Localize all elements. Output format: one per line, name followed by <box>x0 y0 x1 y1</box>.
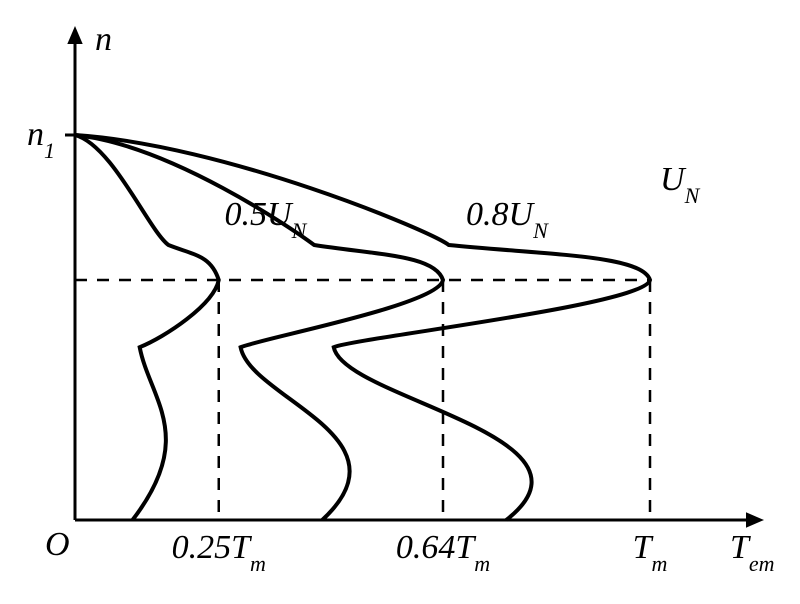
svg-text:UN: UN <box>660 161 701 208</box>
svg-text:0.25Tm: 0.25Tm <box>172 529 266 576</box>
svg-text:0.8UN: 0.8UN <box>466 196 549 243</box>
motor-nT-characteristic-diagram: 0.25Tm 0.5UN 0.64Tm 0.8UN Tm UN n n1 O Tem <box>0 0 800 604</box>
svg-text:0.5UN: 0.5UN <box>225 196 308 243</box>
svg-text:n: n <box>95 21 112 58</box>
svg-text:O: O <box>45 526 70 563</box>
svg-text:Tm: Tm <box>633 529 668 576</box>
svg-text:Tem: Tem <box>730 529 775 576</box>
svg-text:n1: n1 <box>27 116 55 163</box>
svg-text:0.64Tm: 0.64Tm <box>396 529 490 576</box>
